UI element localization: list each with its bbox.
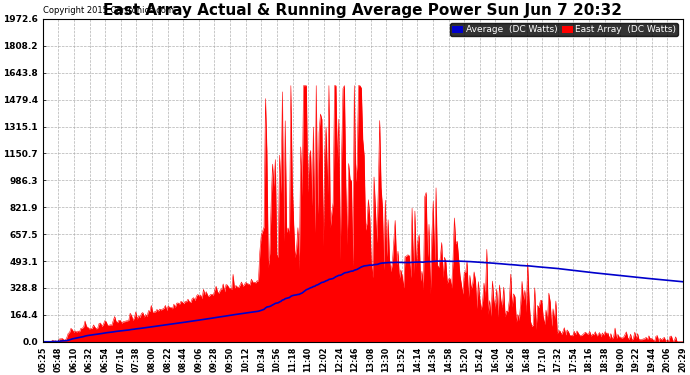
Legend: Average  (DC Watts), East Array  (DC Watts): Average (DC Watts), East Array (DC Watts…: [451, 24, 678, 36]
Title: East Array Actual & Running Average Power Sun Jun 7 20:32: East Array Actual & Running Average Powe…: [104, 3, 622, 18]
Text: Copyright 2015 Cartronics.com: Copyright 2015 Cartronics.com: [43, 6, 174, 15]
